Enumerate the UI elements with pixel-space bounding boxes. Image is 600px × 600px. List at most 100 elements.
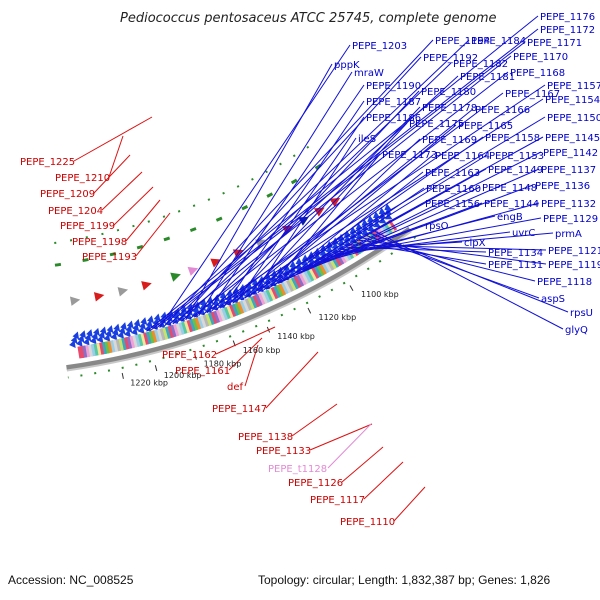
callout-forward [146, 15, 539, 332]
cds-arrow-forward [199, 303, 207, 311]
callout-forward [159, 44, 351, 328]
gene-label-forward: PEPE_1157 [547, 81, 600, 92]
gene-label-forward: PEPE_1168 [510, 68, 565, 79]
cds-arrow-forward [93, 327, 100, 336]
scale-tick-label: 1160 kbp [243, 346, 281, 355]
cds-arrow-forward [99, 326, 107, 335]
gene-label-forward: PEPE_1144 [484, 199, 539, 210]
callout-forward [223, 100, 365, 307]
callout-reverse [393, 486, 426, 522]
callout-reverse [309, 423, 373, 451]
callout-forward [346, 246, 487, 253]
cds-arrow-forward [295, 257, 303, 265]
callout-reverse [125, 199, 161, 242]
gene-label-forward: clpX [464, 238, 486, 249]
gene-label-forward: PEPE_1136 [535, 181, 590, 192]
scale-tick-label: 1140 kbp [277, 332, 315, 341]
gene-label-forward: uvrC [512, 228, 535, 239]
cds-arrow-forward [172, 312, 180, 320]
callout-forward [176, 56, 422, 324]
gene-label-forward: PEPE_1119 [548, 260, 600, 271]
cds-arrow-forward [367, 224, 376, 232]
cds-arrow-forward [373, 211, 381, 218]
callout-reverse [73, 116, 153, 162]
callout-forward [185, 63, 333, 321]
gene-label-forward: prmA [555, 229, 582, 240]
gene-label-forward: PEPE_1137 [541, 165, 596, 176]
callout-forward [253, 137, 357, 295]
gene-label-forward: PEPE_1131 [488, 260, 543, 271]
callout-forward [172, 55, 512, 325]
callout-forward [219, 98, 544, 309]
callout-forward [236, 116, 365, 302]
callout-forward [244, 122, 408, 299]
cds-arrow-forward [110, 332, 118, 341]
cds-arrow-forward [373, 220, 381, 228]
gene-label-forward: PEPE_1156 [425, 199, 480, 210]
scale-tick-label: 1100 kbp [361, 290, 399, 299]
gene-label-forward: PEPE_1176 [540, 12, 595, 23]
cds-arrow-reverse [69, 296, 81, 306]
cds-arrow-forward [178, 314, 186, 323]
callout-reverse [93, 154, 131, 194]
gene-label-forward: PEPE_1175 [409, 119, 464, 130]
gene-label-reverse: PEPE_1199 [60, 221, 115, 232]
gene-label-forward: PEPE_1148 [482, 183, 537, 194]
gene-label-forward: PEPE_1192 [423, 53, 478, 64]
cds-arrow-reverse [141, 281, 152, 291]
callout-forward [286, 171, 424, 281]
gene-label-forward: PEPE_1170 [513, 52, 568, 63]
cds-arrow-forward [96, 335, 104, 344]
gene-label-reverse: PEPE_1110 [340, 517, 395, 528]
gene-label-forward: PEPE_1194 [435, 36, 490, 47]
cds-arrow-forward [106, 325, 114, 333]
gene-label-reverse: PEPE_1162 [162, 350, 217, 361]
cds-arrow-forward [89, 336, 97, 345]
gene-label-reverse: PEPE_1225 [20, 157, 75, 168]
gene-label-forward: PEPE_1165 [458, 121, 513, 132]
gene-label-reverse: PEPE_1117 [310, 495, 365, 506]
cds-arrow-forward [103, 333, 111, 342]
callout-reverse [291, 403, 338, 437]
gc-content-track [51, 163, 322, 268]
callout-reverse [215, 326, 276, 355]
callout-reverse [108, 135, 124, 178]
callout-forward [257, 138, 421, 294]
cds-arrow-forward [76, 338, 83, 347]
cds-arrow-forward [86, 329, 93, 338]
cds-arrow-forward [117, 330, 125, 339]
gene-label-forward: PEPE_1171 [527, 38, 582, 49]
callout-forward [232, 108, 474, 304]
scale-tick-label: 1200 kbp [164, 371, 202, 380]
cds-arrow-forward [301, 258, 309, 267]
gene-label-forward: PEPE_1184 [471, 36, 526, 47]
cds-arrow-forward [144, 324, 152, 333]
cds-arrow-forward [289, 260, 297, 268]
gene-label-reverse: PEPE_1126 [288, 478, 343, 489]
gene-label-forward: PEPE_1153 [489, 151, 544, 162]
callout-forward [338, 232, 554, 253]
cds-arrow-forward [124, 329, 131, 338]
callout-forward [206, 84, 365, 314]
callout-forward [154, 41, 526, 330]
scale-tick-label: 1180 kbp [204, 359, 242, 368]
cds-arrow-reverse [117, 287, 129, 297]
scale-tick-label: 1220 kbp [130, 379, 168, 388]
cds-arrow-forward [350, 235, 358, 243]
gene-label-forward: PEPE_1173 [382, 150, 437, 161]
cds-arrow-forward [147, 315, 154, 324]
callout-forward [298, 187, 425, 275]
cds-arrow-forward [206, 296, 214, 305]
gene-label-forward: PEPE_1118 [537, 277, 592, 288]
cds-arrow-forward [137, 326, 145, 334]
callout-forward [269, 153, 381, 288]
cds-arrow-forward [180, 305, 188, 314]
gene-label-reverse: PEPE_1138 [238, 432, 293, 443]
accession-text: Accession: NC_008525 [8, 573, 134, 587]
backbone-shadow [66, 230, 412, 372]
cds-arrow-forward [152, 318, 160, 326]
cds-arrow-forward [186, 307, 193, 316]
gene-label-forward: aspS [541, 294, 565, 305]
callout-forward [198, 71, 353, 317]
gene-label-reverse: PEPE_1193 [82, 252, 137, 263]
